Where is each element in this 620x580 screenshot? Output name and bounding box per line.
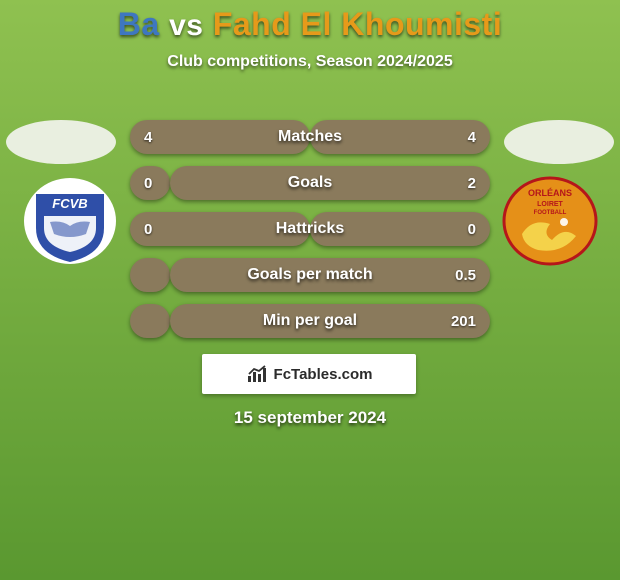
comparison-infographic: Ba vs Fahd El Khoumisti Club competition… [0, 0, 620, 580]
chart-icon [246, 364, 270, 384]
vs-text: vs [169, 9, 203, 42]
stat-bar-left [130, 304, 170, 338]
player-b-name: Fahd El Khoumisti [213, 6, 502, 42]
date-text: 15 september 2024 [0, 408, 620, 428]
player-b-silhouette [504, 120, 614, 164]
stat-bar-left: 0 [130, 166, 170, 200]
svg-text:LOIRET: LOIRET [537, 201, 563, 208]
stat-value-right: 2 [468, 175, 476, 192]
stat-value-right: 0.5 [455, 267, 476, 284]
brand-text: FcTables.com [274, 366, 373, 383]
stat-value-right: 0 [468, 221, 476, 238]
page-title: Ba vs Fahd El Khoumisti [0, 0, 620, 43]
stat-row: 0.5Goals per match [130, 258, 490, 292]
stat-row: 00Hattricks [130, 212, 490, 246]
stats-panel: 44Matches02Goals00Hattricks0.5Goals per … [130, 120, 490, 350]
stat-row: 201Min per goal [130, 304, 490, 338]
stat-value-right: 201 [451, 313, 476, 330]
stat-bar-right: 0.5 [170, 258, 490, 292]
svg-text:ORLÉANS: ORLÉANS [528, 188, 572, 198]
stat-value-left: 0 [144, 175, 152, 192]
svg-text:FOOTBALL: FOOTBALL [534, 210, 567, 216]
stat-bar-left: 4 [130, 120, 310, 154]
stat-bar-right: 201 [170, 304, 490, 338]
player-a-name: Ba [118, 6, 160, 42]
stat-value-right: 4 [468, 129, 476, 146]
stat-row: 44Matches [130, 120, 490, 154]
team-a-crest: FCVB [22, 176, 118, 266]
stat-bar-left: 0 [130, 212, 310, 246]
stat-bar-right: 4 [310, 120, 490, 154]
team-b-crest: ORLÉANS LOIRET FOOTBALL [502, 176, 598, 266]
stat-value-left: 4 [144, 129, 152, 146]
stat-bar-right: 0 [310, 212, 490, 246]
stat-bar-right: 2 [170, 166, 490, 200]
subtitle: Club competitions, Season 2024/2025 [0, 53, 620, 71]
svg-text:FCVB: FCVB [52, 196, 87, 211]
player-a-silhouette [6, 120, 116, 164]
stat-row: 02Goals [130, 166, 490, 200]
brand-badge: FcTables.com [202, 354, 416, 394]
stat-value-left: 0 [144, 221, 152, 238]
stat-bar-left [130, 258, 170, 292]
